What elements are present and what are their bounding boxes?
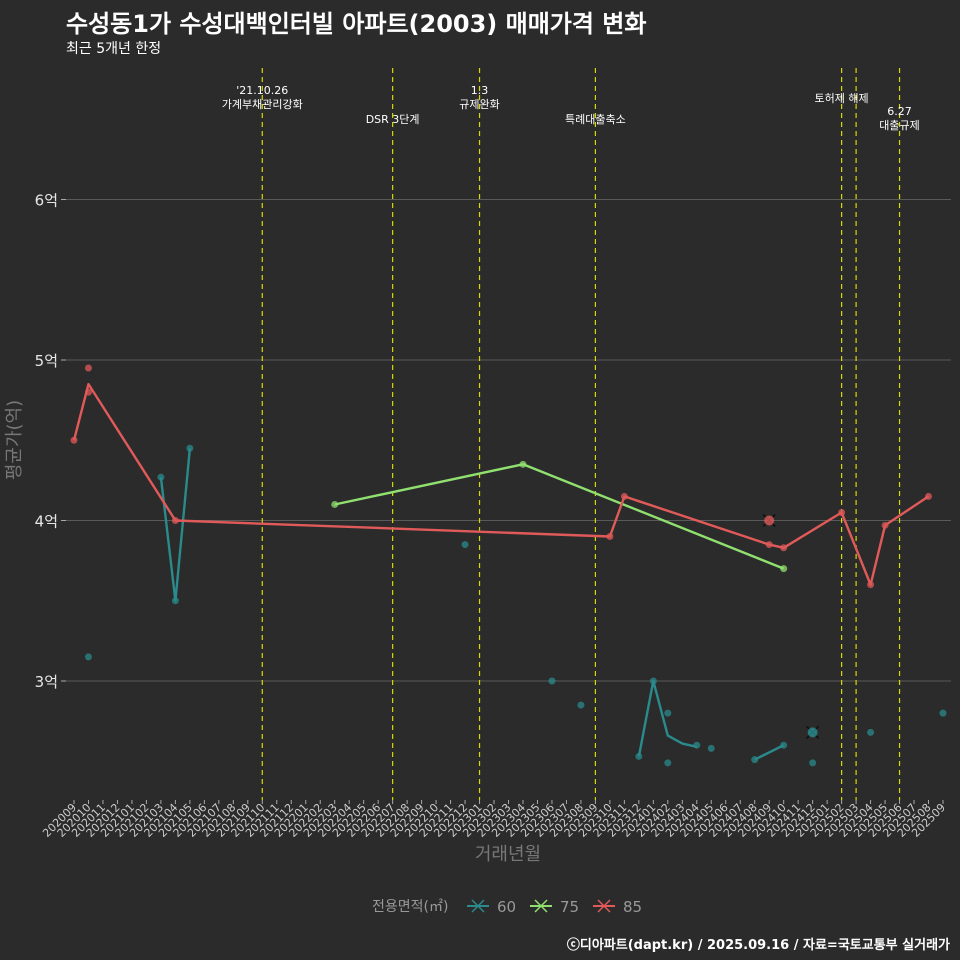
legend-label-75: 75 xyxy=(560,898,579,916)
series-60-point xyxy=(664,759,672,767)
series-60-point xyxy=(751,756,759,764)
series-85-point xyxy=(84,388,92,396)
series-60-segment xyxy=(637,679,698,757)
cancelled-deal-point xyxy=(764,515,775,526)
series-60-point xyxy=(157,473,165,481)
legend-label-85: 85 xyxy=(623,898,642,916)
series-60-point xyxy=(84,653,92,661)
series-85-point xyxy=(765,541,773,549)
series-85-point xyxy=(838,508,846,516)
policy-annotation: 대출규제 xyxy=(879,119,919,132)
y-axis-title: 평균가(억) xyxy=(4,400,25,480)
series-60-point xyxy=(461,541,469,549)
series-75-point xyxy=(780,565,788,573)
y-axis-ticks: 3억 4억 5억 6억 xyxy=(35,192,66,691)
series-85-point xyxy=(171,517,179,524)
cancelled-deal-point xyxy=(807,727,818,738)
series-85-point xyxy=(925,492,933,500)
series-85-point xyxy=(867,581,875,589)
series-85-point xyxy=(84,364,92,372)
policy-annotation: 1.3 xyxy=(471,84,489,97)
series-75-point xyxy=(331,500,339,508)
policy-annotation: 6.27 xyxy=(887,105,912,118)
y-tick-label: 5억 xyxy=(35,352,58,370)
series-75-line xyxy=(334,463,785,570)
policy-annotation: '21.10.26 xyxy=(236,84,288,97)
series-85-point xyxy=(606,533,614,541)
policy-annotation: 특례대출축소 xyxy=(565,113,626,126)
series-60-point xyxy=(693,741,701,749)
legend-key-85-marker xyxy=(597,899,611,913)
series-60-point xyxy=(780,741,788,749)
policy-annotation: 가계부채관리강화 xyxy=(222,98,303,111)
y-tick-label: 4억 xyxy=(35,513,58,531)
series-85-point xyxy=(70,436,78,444)
series-85-point xyxy=(620,492,628,500)
series-60-point xyxy=(809,759,817,767)
policy-annotation: 규제완화 xyxy=(459,98,499,111)
legend-title: 전용면적(㎡) xyxy=(372,899,448,915)
series-60-point xyxy=(649,677,657,685)
series-85-point xyxy=(881,521,889,529)
chart-title: 수성동1가 수성대백인터빌 아파트(2003) 매매가격 변화 xyxy=(66,10,647,38)
legend-key-60-marker xyxy=(471,899,485,913)
chart-caption: ⓒ디아파트(dapt.kr) / 2025.09.16 / 자료=국토교통부 실… xyxy=(566,938,950,953)
series-layer xyxy=(70,364,947,767)
x-axis-ticks: 2020092020102020112020122021012021022021… xyxy=(40,800,948,840)
y-tick-label: 6억 xyxy=(35,192,58,210)
series-60-point xyxy=(548,677,556,685)
y-gridlines xyxy=(66,199,951,682)
series-60-point xyxy=(577,701,585,709)
series-60-point xyxy=(939,709,947,717)
series-85-point xyxy=(780,544,788,552)
series-60-point xyxy=(186,444,194,452)
policy-lines xyxy=(261,68,901,800)
series-60-point xyxy=(171,597,179,605)
legend-label-60: 60 xyxy=(497,898,516,916)
series-60-point xyxy=(635,752,643,760)
legend-key-75-marker xyxy=(534,899,548,913)
series-60-point xyxy=(664,709,672,717)
series-85-line xyxy=(72,382,930,586)
chart-subtitle: 최근 5개년 한정 xyxy=(66,41,162,57)
series-60-point xyxy=(707,744,715,752)
x-axis-title: 거래년월 xyxy=(475,844,541,865)
series-75-point xyxy=(519,460,527,468)
policy-annotation: 토허제 해제 xyxy=(815,91,869,105)
series-60-line xyxy=(159,448,192,602)
policy-annotation: DSR 3단계 xyxy=(366,113,420,126)
y-tick-label: 3억 xyxy=(35,673,58,691)
legend: 전용면적(㎡) 60 75 85 xyxy=(372,898,642,916)
series-60-segment xyxy=(754,744,785,761)
series-60-point xyxy=(867,728,875,736)
